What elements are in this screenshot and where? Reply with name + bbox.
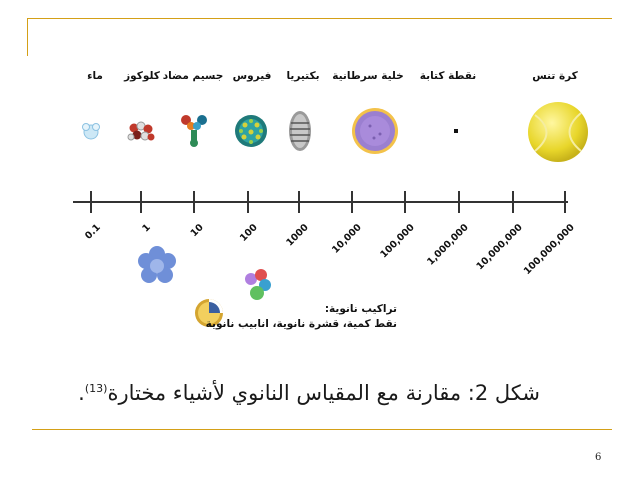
label-tennis-ball: كرة تنس — [532, 70, 578, 82]
scale-tick-label: 10,000,000 — [474, 222, 525, 273]
scale-tick — [564, 191, 566, 213]
scale-tick-label: 100 — [237, 222, 260, 244]
nano-structures-items: نقط كمية، قشرة نانوية، انابيب نانوية — [205, 318, 397, 330]
nano-structures-title: تراكيب نانوية: — [324, 303, 397, 315]
bacteria-image — [289, 111, 311, 151]
label-antibody: جسيم مضاد — [162, 70, 224, 82]
cancer-cell-image — [352, 108, 398, 154]
figure-caption: شكل 2: مقارنة مع المقياس النانوي لأشياء … — [78, 381, 540, 405]
writing-dot-image — [454, 129, 458, 133]
virus-image — [235, 115, 267, 147]
scale-tick-label: 100,000 — [378, 222, 417, 261]
scale-tick-label: 0.1 — [83, 222, 103, 242]
bottom-rule — [32, 429, 612, 430]
scale-tick — [90, 191, 92, 213]
scale-tick — [298, 191, 300, 213]
label-water: ماء — [87, 70, 103, 82]
scale-tick-label: 10,000 — [330, 222, 364, 256]
scale-tick — [404, 191, 406, 213]
quantum-dots-image — [245, 269, 271, 300]
scale-tick-label: 1 — [140, 222, 153, 235]
left-rule — [27, 18, 28, 56]
label-cancer-cell: خلية سرطانية — [332, 70, 404, 82]
caption-end: . — [78, 381, 85, 405]
antibody-image — [181, 115, 207, 147]
scale-tick-label: 1000 — [284, 222, 311, 249]
scale-tick — [512, 191, 514, 213]
nanoflower-image — [138, 246, 176, 283]
label-glucose: كلوكوز — [124, 70, 160, 82]
scale-tick — [193, 191, 195, 213]
scale-tick — [140, 191, 142, 213]
caption-ref: (13) — [84, 382, 108, 395]
label-bacteria: بكتيريا — [286, 70, 320, 82]
top-rule — [28, 18, 612, 19]
label-dot: نقطة كتابة — [419, 70, 477, 82]
scale-tick-label: 100,000,000 — [521, 222, 577, 277]
tennis-ball-image — [528, 102, 588, 162]
scale-tick — [247, 191, 249, 213]
scale-tick-label: 1,000,000 — [425, 222, 471, 268]
glucose-molecule-image — [127, 121, 155, 141]
label-virus: فيروس — [232, 70, 272, 82]
scale-tick — [458, 191, 460, 213]
caption-main: شكل 2: مقارنة مع المقياس النانوي لأشياء … — [107, 381, 540, 405]
water-molecule-image — [82, 123, 100, 140]
scale-axis — [73, 201, 568, 203]
nanoshell-image — [195, 299, 223, 327]
scale-tick-label: 10 — [188, 222, 206, 240]
page-number: 6 — [595, 452, 602, 463]
scale-tick — [351, 191, 353, 213]
